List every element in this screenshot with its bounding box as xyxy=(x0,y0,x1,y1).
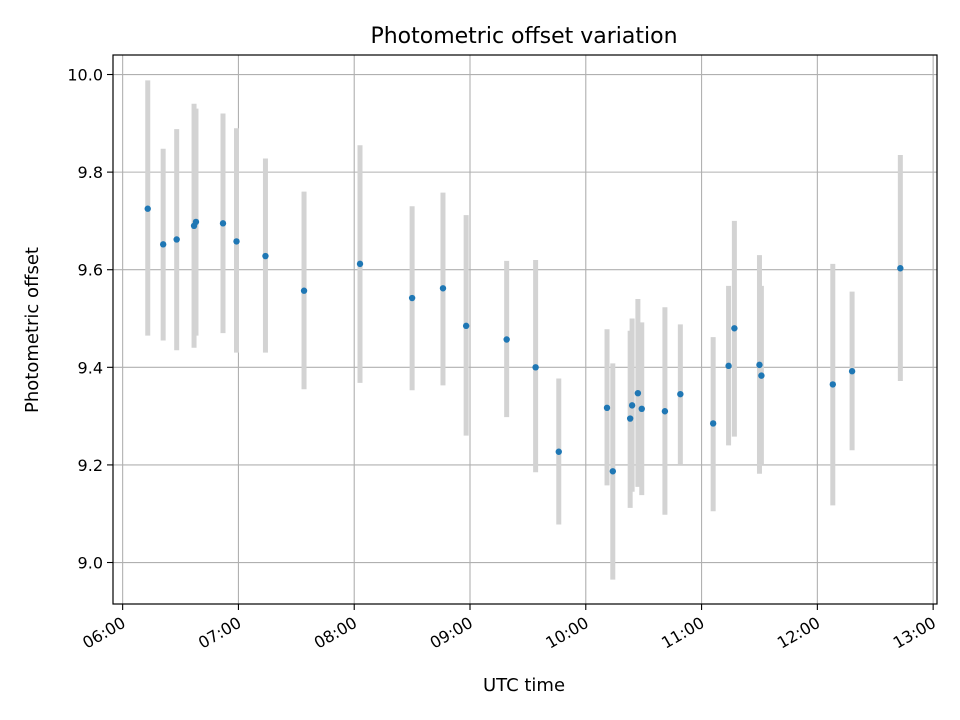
data-point xyxy=(219,220,227,227)
data-point xyxy=(829,381,836,388)
y-tick-label: 9.6 xyxy=(78,261,103,280)
data-point xyxy=(628,402,636,409)
data-point xyxy=(634,389,642,397)
data-point xyxy=(144,205,151,212)
data-point xyxy=(262,252,269,260)
y-tick-label: 10.0 xyxy=(67,66,103,85)
data-point xyxy=(709,420,717,427)
data-point xyxy=(503,336,510,343)
data-point xyxy=(300,287,308,294)
data-point xyxy=(173,236,180,243)
data-point xyxy=(626,415,634,422)
data-point xyxy=(756,361,763,369)
data-point xyxy=(897,265,904,272)
data-point xyxy=(555,448,562,455)
data-point xyxy=(758,372,765,379)
data-point xyxy=(603,404,611,412)
data-point xyxy=(609,468,617,475)
data-point xyxy=(159,241,167,248)
data-point xyxy=(677,390,684,398)
data-point xyxy=(192,218,200,226)
data-point xyxy=(848,368,856,375)
data-point xyxy=(439,285,447,292)
data-point xyxy=(532,364,539,371)
plot-frame xyxy=(112,54,938,605)
chart-title: Photometric offset variation xyxy=(370,24,677,49)
data-point xyxy=(725,362,732,370)
grid xyxy=(113,55,937,604)
data-points xyxy=(144,205,904,475)
y-axis-label: Photometric offset xyxy=(22,247,43,413)
data-point xyxy=(638,405,645,412)
y-tick-label: 9.8 xyxy=(78,163,103,182)
data-point xyxy=(233,238,240,245)
y-tick-label: 9.2 xyxy=(78,456,103,475)
data-point xyxy=(408,294,416,302)
data-point xyxy=(731,325,738,332)
x-axis-label: UTC time xyxy=(483,675,565,696)
y-tick-label: 9.0 xyxy=(78,554,103,573)
data-point xyxy=(462,322,470,330)
data-point xyxy=(356,260,364,268)
y-axis-ticks: 9.0 9.2 9.4 9.6 9.8 10.0 xyxy=(67,66,113,573)
data-point xyxy=(661,408,669,415)
y-tick-label: 9.4 xyxy=(78,358,103,377)
